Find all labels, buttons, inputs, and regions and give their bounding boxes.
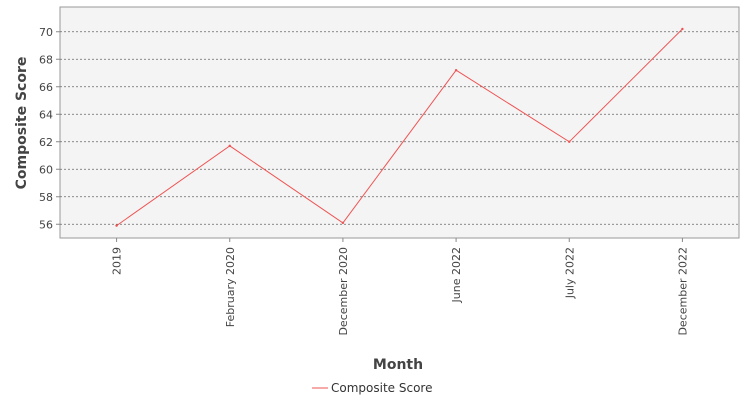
series-layer [115,27,684,227]
y-tick-label: 64 [39,108,53,121]
data-point [228,144,231,148]
legend-label: Composite Score [331,381,432,395]
y-axis-ticks: 56 58 60 62 64 66 68 70 [39,26,60,231]
y-tick-label: 62 [39,136,53,149]
legend: Composite Score [312,381,432,395]
data-point [115,224,118,227]
y-tick-label: 60 [39,163,53,176]
y-tick-label: 58 [39,191,53,204]
x-axis-title: Month [373,357,423,373]
x-tick-label: June 2022 [450,247,463,303]
data-point [341,221,345,225]
x-tick-label: December 2022 [676,247,689,336]
y-axis-title: Composite Score [14,57,30,190]
plot-area [59,6,740,239]
y-tick-label: 66 [39,81,53,94]
y-tick-label: 68 [39,53,53,66]
x-tick-label: July 2022 [563,247,576,299]
x-tick-label: December 2020 [337,247,350,336]
series-line [116,28,683,227]
x-axis-ticks: 2019 February 2020 December 2020 June 2022 J… [111,238,689,336]
data-point [568,140,571,143]
data-point [681,27,684,31]
grid-lines [60,31,739,225]
y-tick-label: 70 [39,26,53,39]
y-tick-label: 56 [39,218,53,231]
x-tick-label: February 2020 [224,247,237,327]
x-tick-label: 2019 [111,247,124,275]
data-point [454,69,458,72]
